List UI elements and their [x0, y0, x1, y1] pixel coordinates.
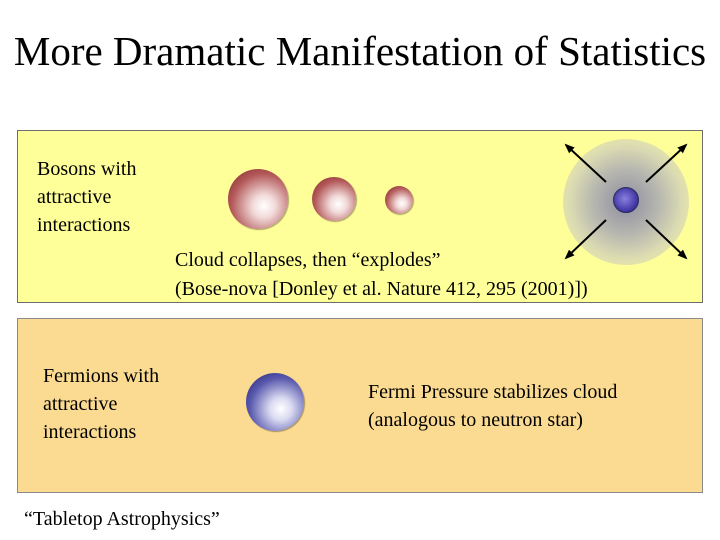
explosion-core-icon: [613, 187, 639, 213]
fermion-label: Fermions with attractive interactions: [43, 365, 160, 443]
fermion-cloud-icon: [246, 373, 304, 431]
collapsing-cloud-large-icon: [228, 169, 288, 229]
slide-title: More Dramatic Manifestation of Statistic…: [13, 28, 707, 74]
boson-caption-line2: (Bose-nova [Donley et al. Nature 412, 29…: [175, 278, 588, 300]
explosion-arrow-up-left-icon: [564, 143, 607, 183]
collapsing-cloud-small-icon: [385, 186, 413, 214]
collapsing-cloud-medium-icon: [312, 177, 356, 221]
boson-label: Bosons with attractive interactions: [37, 158, 137, 236]
fermion-panel: [17, 318, 703, 493]
explosion-arrow-up-right-icon: [645, 143, 688, 183]
explosion-arrow-down-right-icon: [645, 219, 688, 260]
fermion-caption: Fermi Pressure stabilizes cloud (analogo…: [368, 381, 618, 431]
footer-note: “Tabletop Astrophysics”: [24, 508, 220, 530]
boson-caption-line1: Cloud collapses, then “explodes”: [175, 249, 441, 271]
explosion-arrow-down-left-icon: [564, 219, 607, 260]
